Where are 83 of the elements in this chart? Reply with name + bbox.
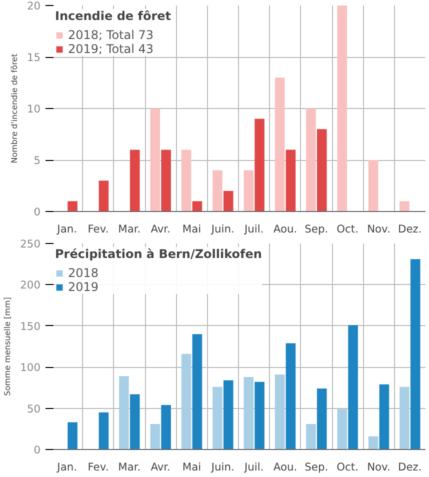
bar [316,388,327,450]
bar [368,160,378,212]
x-tick-label: Nov. [367,460,390,474]
x-tick-label: Mar. [118,222,141,236]
y-tick-label: 150 [20,320,41,333]
y-tick-label: 15 [26,51,41,64]
y-tick-label: 0 [34,206,41,218]
x-tick-label: Nov. [367,222,390,236]
bar [244,170,254,212]
x-tick-label: Dez. [398,460,422,474]
bar [274,78,285,212]
x-tick-label: Jan. [56,460,78,474]
y-tick-label: 0 [34,444,41,456]
x-tick-label: Sep. [304,460,328,474]
y-tick-label: 10 [26,102,41,116]
x-tick-label: Juil. [243,222,264,236]
bar [181,354,192,450]
x-tick-label: Juil. [243,460,264,474]
bar [98,180,109,212]
bar [119,376,129,450]
x-tick-label: Mai [182,460,202,474]
bar [212,170,222,212]
x-tick-label: Juin. [210,222,234,236]
x-tick-label: Aou. [273,222,298,236]
bar [223,380,234,450]
bar [337,6,348,212]
legend-title: Précipitation à Bern/Zollikofen [55,247,262,261]
bar [306,108,316,212]
y-tick-label: 250 [20,238,41,250]
legend-label: 2018 [68,266,99,280]
y-tick-label: 200 [20,278,41,292]
bar [410,259,420,450]
y-tick-label: 50 [26,402,41,416]
bar [130,150,140,212]
x-tick-label: Fev. [88,460,109,474]
x-tick-label: Sep. [304,222,328,236]
x-tick-label: Avr. [150,460,170,474]
bar [150,424,160,450]
x-tick-label: Oct. [336,460,358,474]
bar [130,394,140,450]
bar [192,334,202,450]
bar [286,343,296,450]
bar [254,118,264,212]
bar [368,436,378,450]
x-tick-label: Jan. [56,222,78,236]
bar [400,201,410,212]
bar [98,412,109,450]
y-axis-title: Nombre d'incendie de fôret [10,54,19,164]
x-tick-label: Fev. [88,222,109,236]
x-tick-label: Aou. [273,460,298,474]
x-tick-label: Juin. [210,460,234,474]
legend-label: 2018; Total 73 [68,28,154,42]
legend-label: 2019; Total 43 [68,42,154,56]
bar [348,325,358,450]
x-tick-label: Avr. [150,222,170,236]
bar [274,374,285,450]
bar [223,190,234,212]
x-tick-label: Mar. [118,460,141,474]
bar [286,150,296,212]
bar [254,382,264,450]
bar [212,386,222,450]
bar [379,384,390,450]
bar [316,129,327,212]
bar [181,150,192,212]
x-tick-label: Oct. [336,222,358,236]
bar [337,409,348,450]
y-axis-title: Somme mensuelle [mm] [3,297,12,396]
bar [306,424,316,450]
y-tick-label: 100 [20,361,41,374]
x-tick-label: Dez. [398,222,422,236]
bar [161,405,171,450]
x-tick-label: Mai [182,222,202,236]
y-tick-label: 20 [26,0,41,12]
bar [150,108,160,212]
bar [244,376,254,450]
bar [400,386,410,450]
y-tick-label: 5 [34,154,40,167]
bar [192,201,202,212]
bar [68,422,78,450]
legend-label: 2019 [68,280,99,294]
legend-title: Incendie de fôret [55,9,171,23]
bar [68,201,78,212]
bar [161,150,171,212]
